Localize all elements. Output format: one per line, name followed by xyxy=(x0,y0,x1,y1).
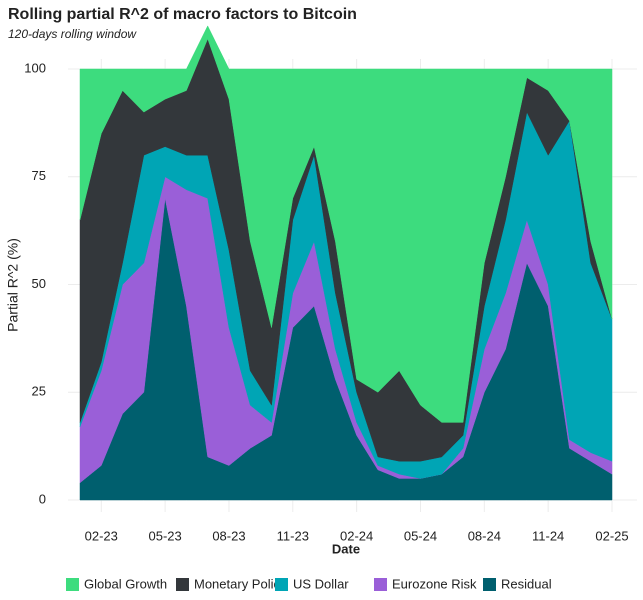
x-tick-label: 08-24 xyxy=(468,528,501,543)
area xyxy=(79,25,613,423)
legend-label: Monetary Policy xyxy=(194,576,287,591)
legend-swatch xyxy=(66,578,79,591)
x-axis-title: Date xyxy=(332,541,360,556)
x-tick-label: 05-24 xyxy=(404,528,437,543)
x-tick-label: 11-24 xyxy=(532,528,564,543)
legend-label: Residual xyxy=(501,576,552,591)
x-tick-label: 11-23 xyxy=(277,528,309,543)
legend-label: US Dollar xyxy=(293,576,349,591)
y-tick-label: 50 xyxy=(32,276,46,291)
chart-subtitle: 120-days rolling window xyxy=(8,27,137,41)
y-axis-title: Partial R^2 (%) xyxy=(5,238,21,332)
x-tick-label: 02-25 xyxy=(595,528,628,543)
y-tick-label: 0 xyxy=(39,491,46,506)
y-tick-label: 100 xyxy=(24,60,46,75)
chart-title: Rolling partial R^2 of macro factors to … xyxy=(8,6,357,23)
y-tick-label: 75 xyxy=(32,168,46,183)
legend-swatch xyxy=(275,578,288,591)
legend-swatch xyxy=(374,578,387,591)
legend-label: Global Growth xyxy=(84,576,167,591)
x-tick-label: 02-23 xyxy=(85,528,118,543)
legend-swatch xyxy=(176,578,189,591)
x-tick-label: 05-23 xyxy=(148,528,181,543)
y-tick-label: 25 xyxy=(32,384,46,399)
x-tick-label: 02-24 xyxy=(340,528,373,543)
legend-swatch xyxy=(483,578,496,591)
legend-label: Eurozone Risk xyxy=(392,576,477,591)
x-tick-label: 08-23 xyxy=(212,528,245,543)
